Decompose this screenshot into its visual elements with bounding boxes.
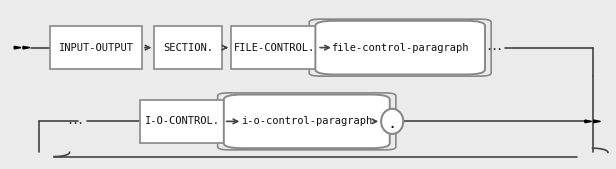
Ellipse shape [381, 109, 403, 134]
FancyBboxPatch shape [231, 26, 317, 69]
Polygon shape [23, 46, 30, 49]
FancyBboxPatch shape [155, 26, 222, 69]
Text: I-O-CONTROL.: I-O-CONTROL. [145, 116, 219, 126]
Polygon shape [14, 46, 21, 49]
Text: …: … [67, 112, 82, 127]
FancyBboxPatch shape [315, 21, 485, 74]
Text: file-control-paragraph: file-control-paragraph [331, 43, 469, 53]
FancyBboxPatch shape [50, 26, 142, 69]
Polygon shape [585, 120, 591, 123]
Text: i-o-control-paragraph: i-o-control-paragraph [241, 116, 373, 126]
Text: …: … [486, 39, 501, 53]
Polygon shape [594, 120, 601, 123]
Text: FILE-CONTROL.: FILE-CONTROL. [233, 43, 315, 53]
FancyBboxPatch shape [140, 100, 224, 143]
Text: SECTION.: SECTION. [163, 43, 213, 53]
Text: INPUT-OUTPUT: INPUT-OUTPUT [59, 43, 134, 53]
FancyBboxPatch shape [224, 95, 390, 148]
Text: .: . [387, 116, 397, 130]
